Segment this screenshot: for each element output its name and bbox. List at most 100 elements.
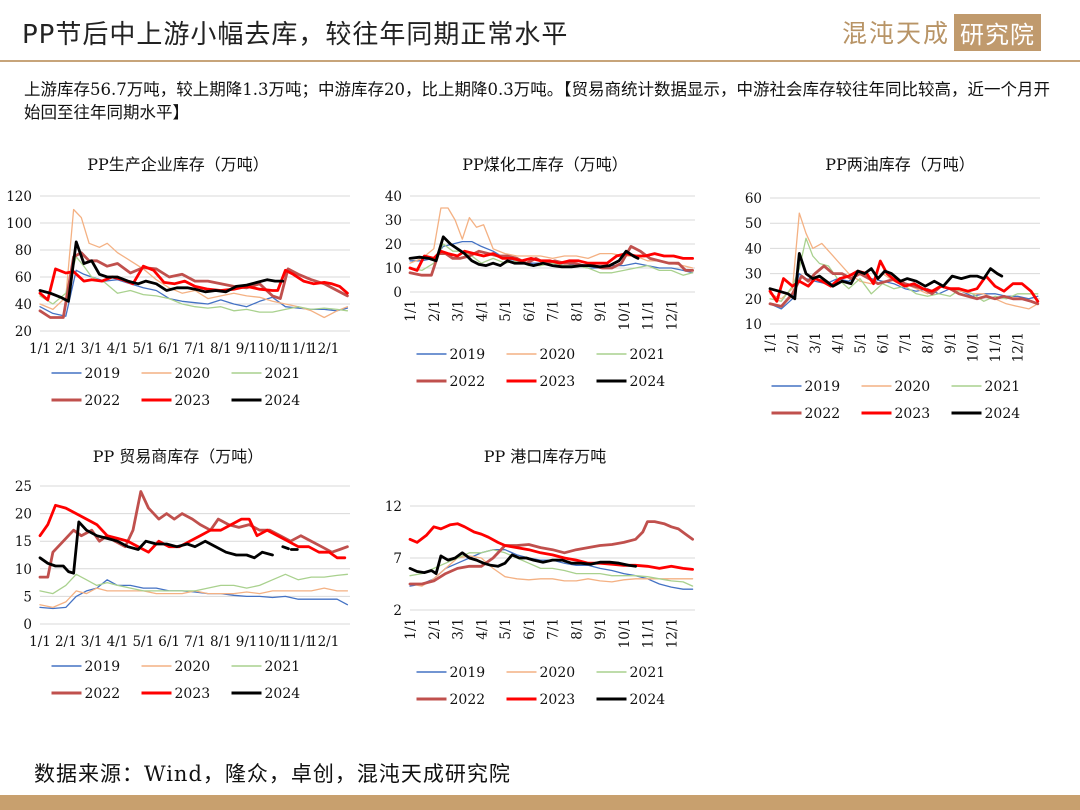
series-line-2024 <box>768 252 1004 301</box>
y-tick-label: 0 <box>23 617 32 633</box>
data-source: 数据来源：Wind，隆众，卓创，混沌天成研究院 <box>34 762 511 786</box>
chart-title: PP两油库存（万吨） <box>825 155 975 174</box>
legend-label: 2020 <box>540 665 576 681</box>
chart-title: PP生产企业库存（万吨） <box>87 155 269 174</box>
x-tick-label: 10/1 <box>617 618 633 648</box>
x-tick-label: 9/1 <box>236 341 258 357</box>
legend-label: 2020 <box>175 659 211 675</box>
x-tick-label: 8/1 <box>569 300 585 322</box>
y-tick-label: 40 <box>745 241 762 257</box>
series-line-2023 <box>768 259 1040 303</box>
x-tick-label: 3/1 <box>451 300 467 322</box>
x-tick-label: 1/1 <box>763 332 779 354</box>
x-tick-label: 1/1 <box>403 300 419 322</box>
legend-label: 2022 <box>85 393 121 409</box>
legend-label: 2022 <box>450 692 486 708</box>
x-tick-label: 11/1 <box>988 332 1004 362</box>
legend-label: 2023 <box>175 393 211 409</box>
chart-port-inventory: PP 港口库存万吨 2 7 12 1/1 2/1 3/1 4/1 5/1 6/1 7/1 8/1 9/1… <box>370 440 725 730</box>
x-tick-label: 12/1 <box>1011 332 1027 362</box>
x-tick-label: 7/1 <box>546 300 562 322</box>
legend-label: 2019 <box>450 665 486 681</box>
x-tick-label: 12/1 <box>664 300 680 330</box>
series-line-2024 <box>408 235 640 269</box>
y-tick-label: 20 <box>15 507 32 523</box>
y-tick-label: 40 <box>385 189 402 205</box>
x-tick-label: 6/1 <box>876 332 892 354</box>
legend-label: 2019 <box>85 659 121 675</box>
x-tick-label: 6/1 <box>522 618 538 640</box>
legend-label: 2023 <box>895 406 931 422</box>
legend-label: 2019 <box>450 347 486 363</box>
x-tick-label: 2/1 <box>427 300 443 322</box>
legend-label: 2021 <box>630 665 666 681</box>
series-line-2021 <box>39 256 349 313</box>
x-tick-label: 8/1 <box>921 332 937 354</box>
y-tick-label: 12 <box>385 499 402 515</box>
y-tick-label: 60 <box>15 270 32 286</box>
series-line-2024 <box>38 520 274 575</box>
x-tick-label: 3/1 <box>808 332 824 354</box>
legend-label: 2024 <box>630 692 666 708</box>
page-title: PP节后中上游小幅去库，较往年同期正常水平 <box>22 20 569 50</box>
legend-label: 2021 <box>985 379 1021 395</box>
legend-label: 2021 <box>630 347 666 363</box>
x-tick-label: 2/1 <box>427 618 443 640</box>
legend-label: 2020 <box>540 347 576 363</box>
x-tick-label: 1/1 <box>29 634 51 650</box>
series-line-2023 <box>38 264 349 302</box>
x-tick-label: 5/1 <box>853 332 869 354</box>
chart-svg: PP煤化工库存（万吨） 0 10 20 30 40 1/1 2/1 3/1 4/1 5/1 6/1 7/… <box>385 155 695 390</box>
x-tick-label: 11/1 <box>283 341 313 357</box>
chart-title: PP煤化工库存（万吨） <box>462 155 628 174</box>
chart-svg: PP生产企业库存（万吨） 20 40 60 80 100 120 1/1 2/1 3/1 4/1 5/… <box>6 155 350 409</box>
legend-label: 2022 <box>450 374 486 390</box>
series-line-2022 <box>768 264 1040 308</box>
y-tick-label: 30 <box>745 267 762 283</box>
x-tick-label: 3/1 <box>81 634 103 650</box>
y-tick-label: 10 <box>745 317 762 333</box>
series-line-2024 <box>281 545 300 551</box>
y-tick-label: 10 <box>15 562 32 578</box>
y-tick-label: 2 <box>393 603 402 619</box>
y-tick-label: 25 <box>15 479 32 495</box>
y-tick-label: 100 <box>6 216 32 232</box>
series-line-2021 <box>409 549 694 587</box>
chart-two-oil-inventory: PP两油库存（万吨） 10 20 30 40 50 60 1/1 2/1 3/1 4/1 5/1 6/1… <box>730 148 1075 433</box>
brand-badge: 研究院 <box>954 13 1042 51</box>
x-tick-label: 9/1 <box>943 332 959 354</box>
x-tick-label: 10/1 <box>257 634 287 650</box>
y-tick-label: 80 <box>15 243 32 259</box>
x-tick-label: 9/1 <box>593 618 609 640</box>
legend-label: 2023 <box>175 686 211 702</box>
chart-coal-chemical-inventory: PP煤化工库存（万吨） 0 10 20 30 40 1/1 2/1 3/1 4/1 5/1 6/1 7/… <box>370 148 725 433</box>
series-line-2022 <box>38 251 349 319</box>
y-tick-label: 40 <box>15 297 32 313</box>
x-tick-label: 11/1 <box>283 634 313 650</box>
y-tick-label: 50 <box>745 216 762 232</box>
series-line-2020 <box>409 207 694 269</box>
x-tick-label: 11/1 <box>641 300 657 330</box>
y-tick-label: 20 <box>745 292 762 308</box>
x-tick-label: 6/1 <box>522 300 538 322</box>
y-tick-label: 30 <box>385 213 402 229</box>
y-tick-label: 10 <box>385 261 402 277</box>
series-line-2019 <box>39 269 349 317</box>
title-divider <box>0 60 1080 62</box>
x-tick-label: 4/1 <box>474 618 490 640</box>
legend-label: 2019 <box>85 366 121 382</box>
legend-label: 2021 <box>265 366 301 382</box>
brand-name: 混沌天成 <box>842 19 951 48</box>
legend-label: 2023 <box>540 692 576 708</box>
x-tick-label: 2/1 <box>786 332 802 354</box>
x-tick-label: 4/1 <box>107 341 129 357</box>
x-tick-label: 4/1 <box>474 300 490 322</box>
x-tick-label: 7/1 <box>546 618 562 640</box>
x-tick-label: 2/1 <box>55 341 77 357</box>
chart-trader-inventory: PP 贸易商库存（万吨） 0 5 10 15 20 25 1/1 2/1 3/1 4/1 5/1 6/1… <box>0 440 365 730</box>
x-tick-label: 9/1 <box>593 300 609 322</box>
y-tick-label: 20 <box>385 237 402 253</box>
y-tick-label: 7 <box>393 551 402 567</box>
x-tick-label: 9/1 <box>236 634 258 650</box>
legend-label: 2020 <box>175 366 211 382</box>
